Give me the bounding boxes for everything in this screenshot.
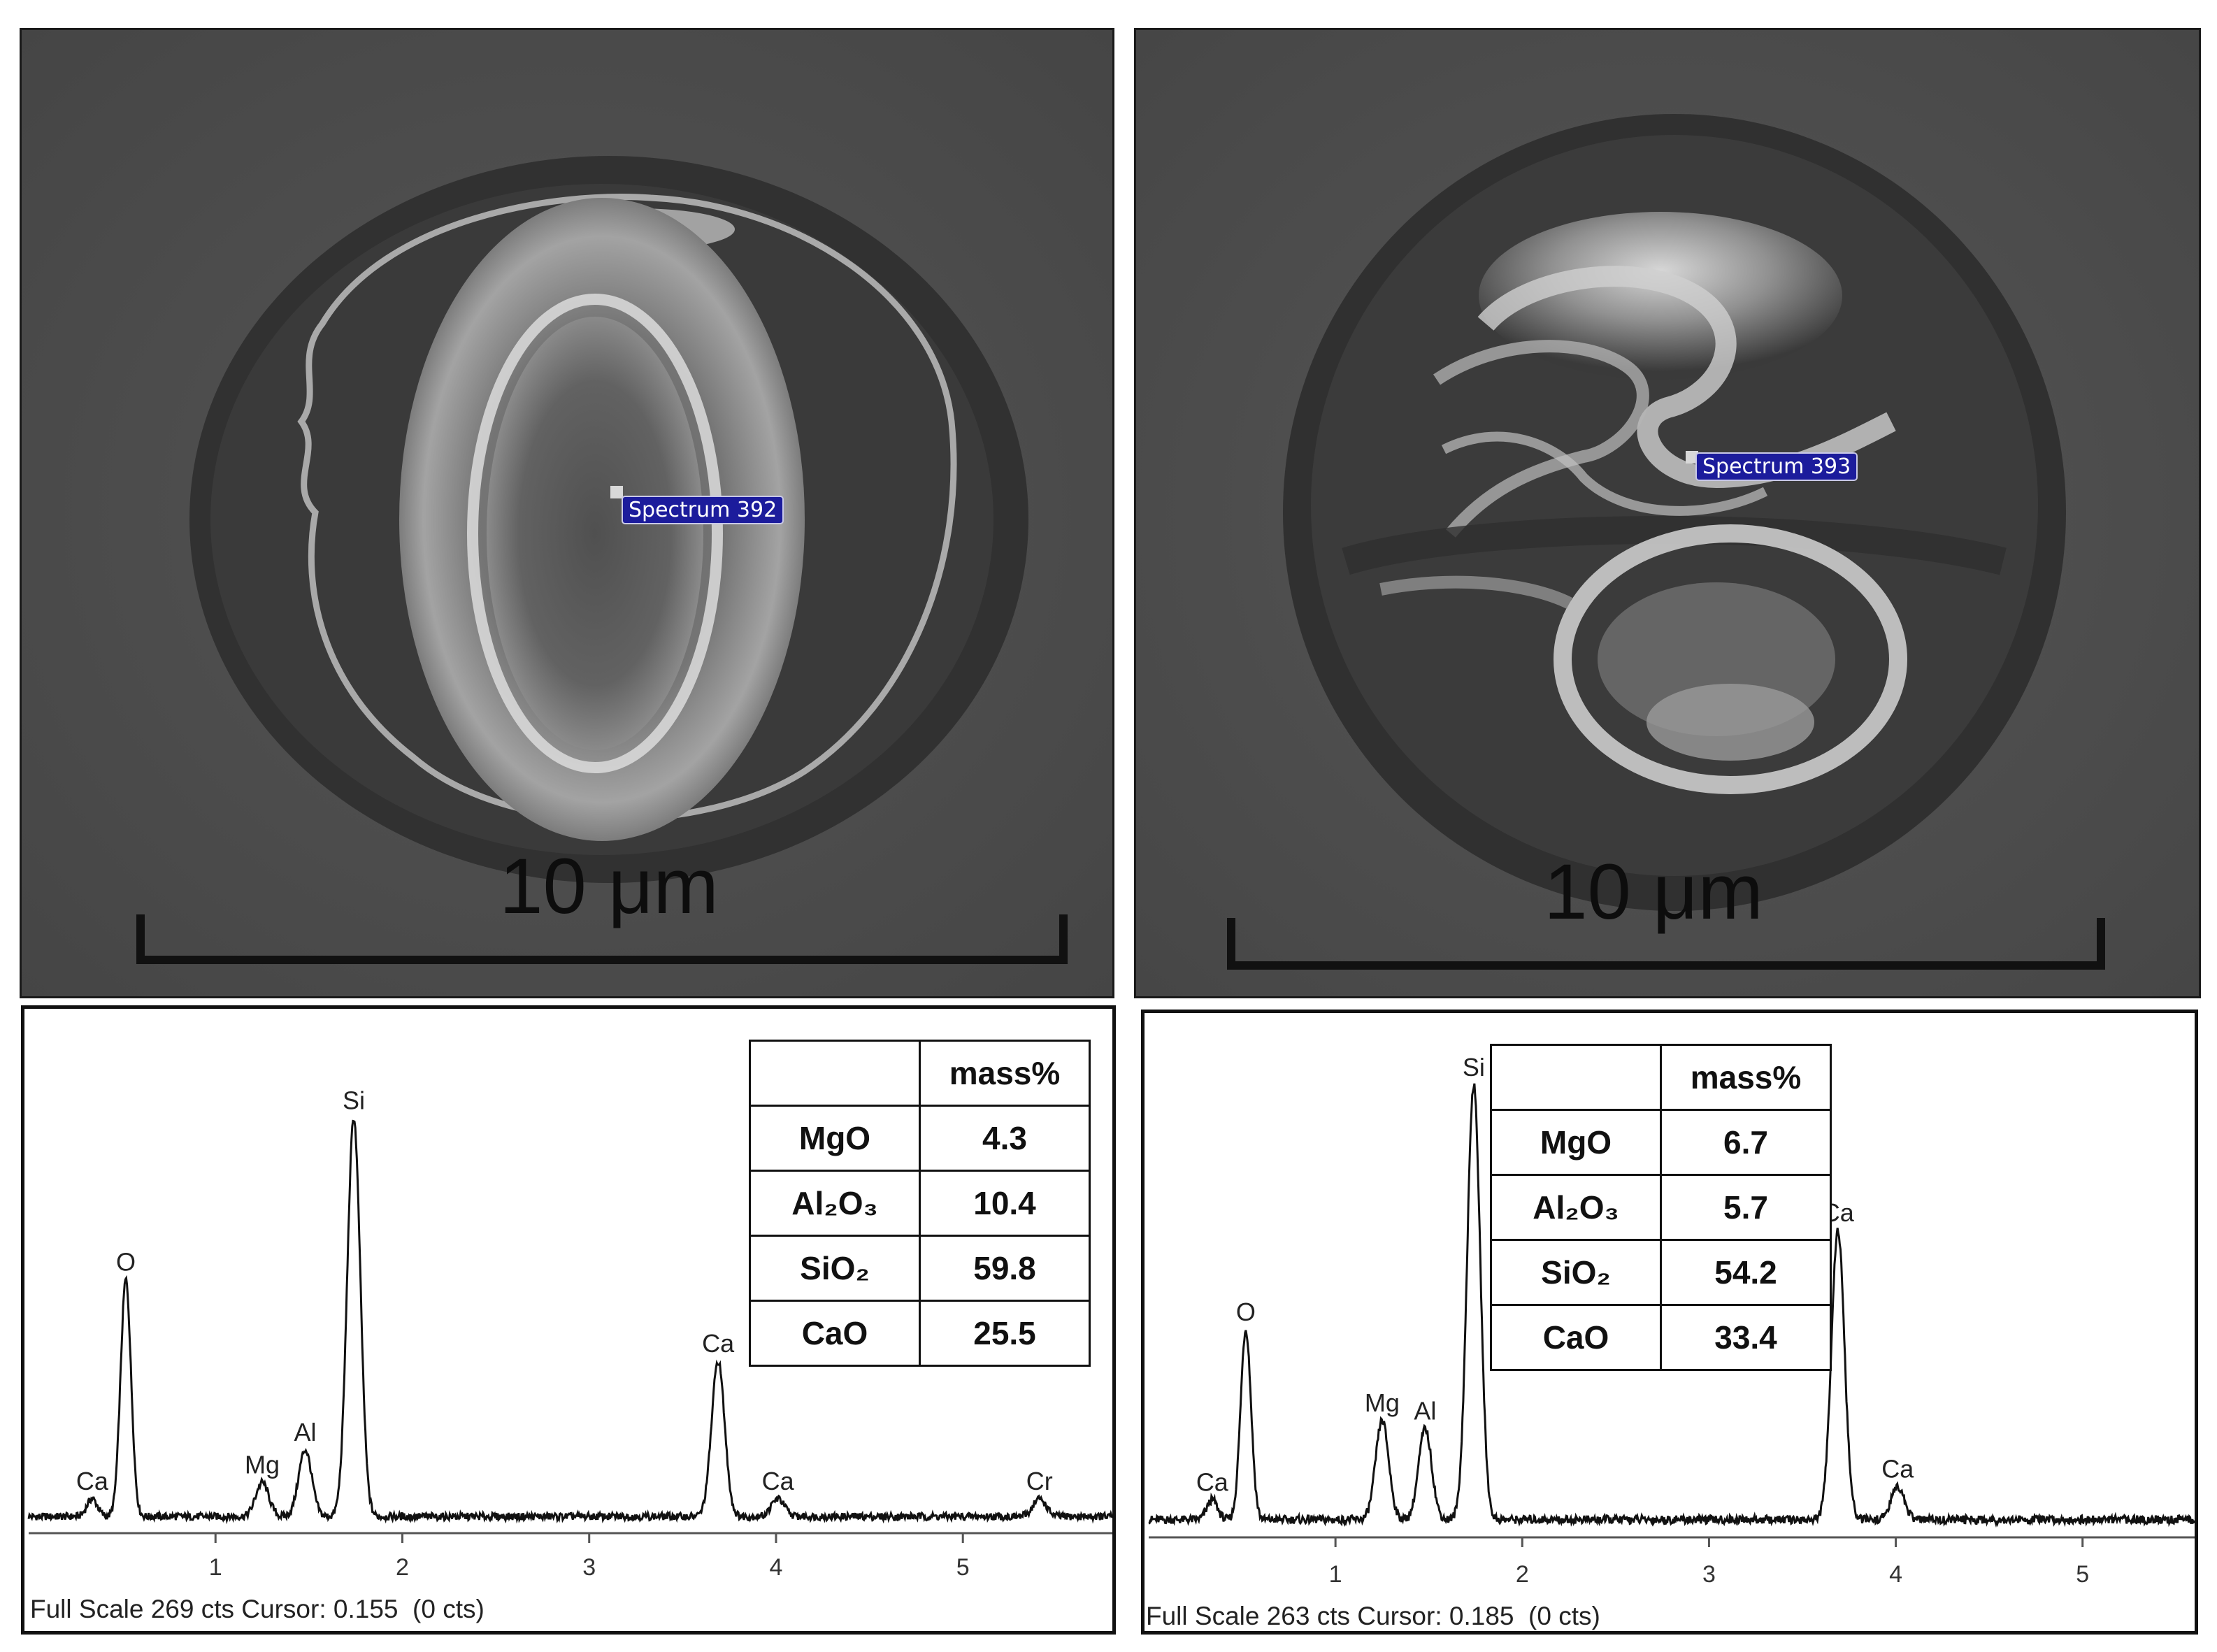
peak-label: Ca [76,1467,109,1495]
spectrum-trace [1148,1083,2196,1528]
spectrum-label: Spectrum 392 [622,496,784,524]
table-row: SiO₂ 54.2 [1490,1239,1832,1306]
value-cell: 59.8 [919,1235,1091,1302]
x-tick-label: 3 [1702,1561,1716,1588]
peak-label: Cr [1026,1467,1053,1495]
peak-label: Ca [762,1467,795,1495]
table-row: MgO 4.3 [749,1105,1091,1172]
mass-percent-table: mass% MgO 4.3 Al₂O₃ 10.4 SiO₂ 59.8 CaO 2… [749,1040,1091,1367]
scale-bar [1227,918,2105,970]
oxide-cell: MgO [1490,1109,1662,1176]
scale-bar [136,914,1068,964]
table-header-row: mass% [749,1040,1091,1107]
table-row: SiO₂ 59.8 [749,1235,1091,1302]
value-cell: 25.5 [919,1300,1091,1367]
peak-label: Ca [1881,1455,1914,1484]
x-tick-label: 1 [1329,1561,1342,1588]
table-header-cell [1490,1044,1662,1111]
table-row: CaO 33.4 [1490,1304,1832,1371]
oxide-cell: SiO₂ [1490,1239,1662,1306]
sem-particle-right [1136,30,2199,996]
table-row: CaO 25.5 [749,1300,1091,1367]
peak-label: Al [294,1418,317,1446]
eds-spectrum-right: 1 2 3 4 5 Ca O Mg Al Si Ca Ca Full Scale 263 cts Cu… [1141,1010,2198,1635]
spectrum-point-marker [1686,451,1698,464]
value-cell: 10.4 [919,1170,1091,1237]
peak-label: Mg [245,1451,280,1479]
spectrum-label: Spectrum 393 [1695,452,1858,481]
x-tick-label: 2 [1516,1561,1529,1588]
value-cell: 33.4 [1660,1304,1832,1371]
oxide-cell: Al₂O₃ [1490,1174,1662,1241]
peak-label: Mg [1365,1388,1400,1417]
table-row: Al₂O₃ 5.7 [1490,1174,1832,1241]
oxide-cell: CaO [1490,1304,1662,1371]
eds-footer: Full Scale 263 cts Cursor: 0.185 (0 cts) [1146,1602,1600,1630]
oxide-cell: CaO [749,1300,921,1367]
x-tick-label: 3 [582,1554,596,1581]
scale-bar-label: 10 μm [499,842,719,930]
peak-label: Al [1414,1397,1436,1425]
peak-label: O [116,1247,136,1276]
table-row: MgO 6.7 [1490,1109,1832,1176]
sem-image-left: Spectrum 392 10 μm [20,28,1114,998]
value-cell: 6.7 [1660,1109,1832,1176]
table-row: Al₂O₃ 10.4 [749,1170,1091,1237]
value-cell: 5.7 [1660,1174,1832,1241]
value-cell: 54.2 [1660,1239,1832,1306]
scale-bar-label: 10 μm [1544,848,1763,935]
sem-particle-left [22,30,1112,996]
table-header-cell: mass% [1660,1044,1832,1111]
spectrum-trace [27,1119,1114,1525]
eds-spectrum-left: 1 2 3 4 5 Ca O Mg Al Si Ca Ca Cr Full Scale 269 cts … [21,1005,1116,1635]
x-tick-label: 1 [209,1554,222,1581]
table-header-cell [749,1040,921,1107]
x-tick-label: 4 [770,1554,783,1581]
oxide-cell: SiO₂ [749,1235,921,1302]
peak-label: O [1236,1298,1256,1326]
x-tick-label: 5 [956,1554,970,1581]
peak-label: Ca [1196,1467,1229,1496]
sem-image-right: Spectrum 393 10 μm [1134,28,2201,998]
eds-chart-right: 1 2 3 4 5 CaO Mg Al Si Ca Ca [1148,1053,2196,1588]
value-cell: 4.3 [919,1105,1091,1172]
x-tick-label: 5 [2076,1561,2089,1588]
peak-label: Si [343,1086,365,1114]
oxide-cell: MgO [749,1105,921,1172]
table-header-cell: mass% [919,1040,1091,1107]
peak-label: Ca [702,1329,735,1358]
eds-footer: Full Scale 269 cts Cursor: 0.155 (0 cts) [30,1595,485,1623]
oxide-cell: Al₂O₃ [749,1170,921,1237]
x-tick-label: 2 [396,1554,409,1581]
mass-percent-table: mass% MgO 6.7 Al₂O₃ 5.7 SiO₂ 54.2 CaO 33… [1490,1044,1832,1371]
peak-label: Si [1463,1053,1485,1082]
x-tick-label: 4 [1889,1561,1902,1588]
table-header-row: mass% [1490,1044,1832,1111]
spectrum-point-marker [610,486,623,498]
